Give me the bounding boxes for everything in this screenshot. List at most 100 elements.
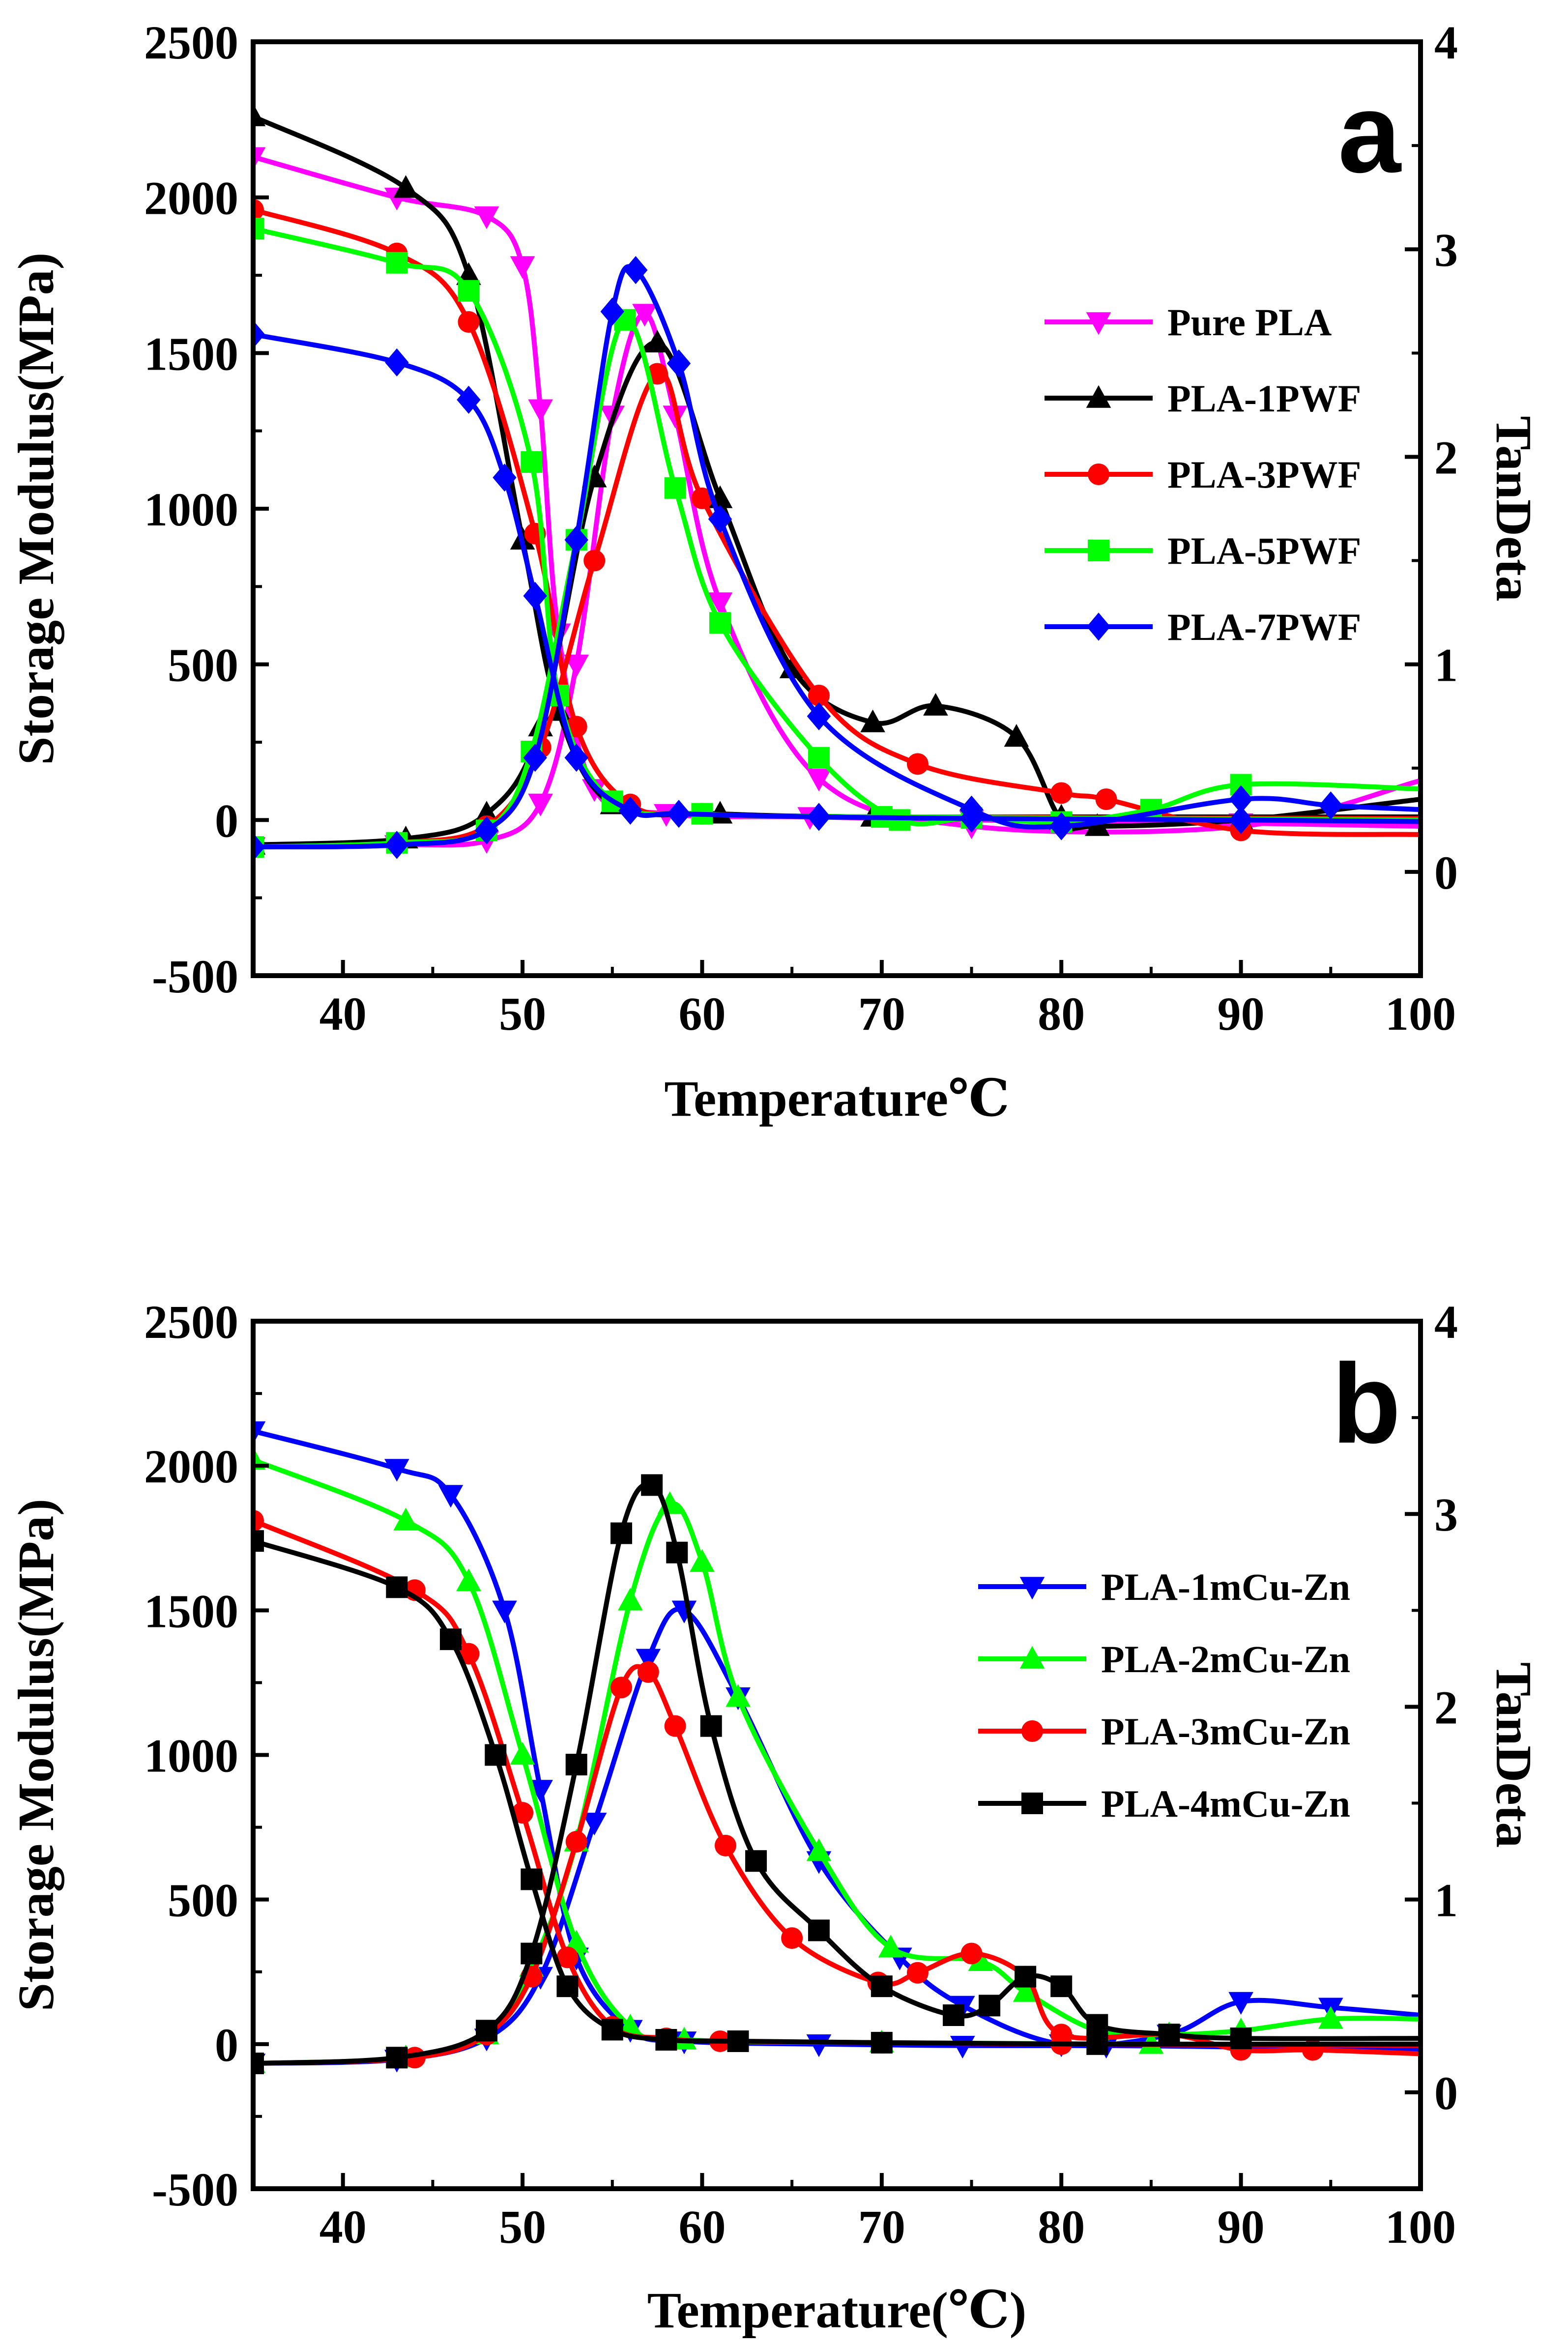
data-point-pla-4mcu-zn-tan-delta <box>253 2053 264 2075</box>
legend-marker <box>1019 1577 1045 1600</box>
y-left-tick-label: 2500 <box>144 16 238 69</box>
y-left-tick-label: 0 <box>215 794 238 847</box>
data-point-pla-3pwf-tan-delta <box>1050 782 1073 804</box>
data-point-pla-2mcu-zn-tan-delta <box>618 1588 643 1611</box>
data-point-pure-pla-storage-modulus <box>253 147 266 170</box>
legend-marker <box>1021 1793 1043 1814</box>
data-point-pla-3pwf-tan-delta <box>1095 788 1117 811</box>
data-point-pla-5pwf-storage-modulus <box>458 280 480 302</box>
data-point-pla-4mcu-zn-tan-delta <box>1086 2014 1108 2036</box>
x-tick-label: 70 <box>858 2201 905 2253</box>
y-left-tick-label: 1000 <box>144 1730 238 1782</box>
y-right-tick-label: 3 <box>1434 224 1458 276</box>
data-point-pla-3mcu-zn-tan-delta <box>960 1942 983 1965</box>
data-point-pla-4mcu-zn-tan-delta <box>1050 1975 1073 1998</box>
y-right-tick-label: 1 <box>1434 1874 1458 1927</box>
data-point-pla-1mcu-zn-storage-modulus <box>438 1485 464 1508</box>
x-tick-label: 40 <box>319 987 367 1040</box>
data-point-pla-4mcu-zn-storage-modulus <box>871 2031 893 2054</box>
data-point-pla-4mcu-zn-tan-delta <box>565 1754 587 1776</box>
data-point-pla-1pwf-tan-delta <box>923 693 948 716</box>
x-tick-label: 70 <box>858 987 905 1040</box>
data-point-pla-7pwf-tan-delta <box>523 744 547 772</box>
y-left-tick-label: 500 <box>168 1874 238 1927</box>
data-point-pla-2mcu-zn-storage-modulus <box>456 1568 481 1592</box>
data-point-pla-7pwf-storage-modulus <box>253 320 265 348</box>
data-point-pla-5pwf-storage-modulus <box>386 252 408 274</box>
data-point-pure-pla-tan-delta <box>707 592 733 615</box>
legend-marker <box>1086 312 1111 335</box>
data-point-pla-4mcu-zn-tan-delta <box>1158 2024 1180 2046</box>
data-point-pla-2mcu-zn-storage-modulus <box>510 1742 535 1765</box>
data-point-pla-1mcu-zn-tan-delta <box>581 1812 607 1836</box>
data-point-pla-5pwf-storage-modulus <box>521 451 543 473</box>
data-point-pla-5pwf-tan-delta <box>709 612 731 634</box>
data-point-pla-2mcu-zn-storage-modulus <box>618 2014 643 2037</box>
data-point-pla-4mcu-zn-tan-delta <box>641 1474 663 1496</box>
data-point-pla-1mcu-zn-tan-delta <box>1228 1992 1253 2015</box>
data-point-pla-7pwf-tan-delta <box>253 833 265 861</box>
legend-entry-label: PLA-2mCu-Zn <box>1101 1638 1350 1680</box>
y-right-tick-label: 0 <box>1434 846 1458 899</box>
data-point-pla-7pwf-storage-modulus <box>493 463 517 492</box>
y-right-axis-title: TanDeta <box>1485 1662 1542 1848</box>
data-point-pla-7pwf-tan-delta <box>564 525 588 554</box>
data-point-pla-2mcu-zn-storage-modulus <box>393 1507 418 1531</box>
data-point-pla-4mcu-zn-tan-delta <box>521 1942 543 1965</box>
data-point-pla-7pwf-tan-delta <box>959 795 984 824</box>
legend: Pure PLA PLA-1PWF PLA-3PWF PLA-5PWF PLA-7PWF <box>1045 301 1361 648</box>
plot-area <box>253 103 1421 861</box>
legend-entry-label: PLA-7PWF <box>1167 606 1361 648</box>
data-point-pla-2mcu-zn-tan-delta <box>1013 1979 1038 2002</box>
x-tick-label: 60 <box>678 987 726 1040</box>
data-point-pla-4mcu-zn-tan-delta <box>666 1541 688 1564</box>
data-point-pla-3mcu-zn-tan-delta <box>1050 2024 1073 2046</box>
data-point-pla-1mcu-zn-storage-modulus <box>492 1600 517 1623</box>
data-point-pla-3mcu-zn-storage-modulus <box>253 1509 264 1532</box>
y-left-tick-label: 1500 <box>144 327 238 380</box>
legend-entry-label: PLA-4mCu-Zn <box>1101 1782 1350 1825</box>
data-point-pla-4mcu-zn-storage-modulus <box>1086 2033 1108 2055</box>
legend-marker <box>1088 540 1109 561</box>
data-point-pla-3mcu-zn-storage-modulus <box>512 1802 534 1824</box>
data-point-pla-4mcu-zn-storage-modulus <box>727 2030 749 2052</box>
data-point-pla-1mcu-zn-tan-delta <box>671 1600 697 1623</box>
x-tick-label: 100 <box>1385 2201 1456 2253</box>
data-point-pla-1pwf-tan-delta <box>1004 724 1029 747</box>
y-right-tick-label: 0 <box>1434 2067 1458 2119</box>
legend-marker <box>1021 1720 1043 1742</box>
data-point-pla-4mcu-zn-tan-delta <box>979 1995 1001 2017</box>
data-point-pla-1pwf-tan-delta <box>644 329 670 353</box>
y-left-tick-label: 2500 <box>144 1296 238 1348</box>
series-line-pla-5pwf-tan-delta <box>253 317 1421 850</box>
data-point-pla-2mcu-zn-tan-delta <box>878 1935 903 1958</box>
y-left-tick-label: 500 <box>168 639 238 692</box>
y-right-tick-label: 1 <box>1434 639 1458 692</box>
data-point-pla-4mcu-zn-storage-modulus <box>386 1576 408 1598</box>
data-point-pure-pla-storage-modulus <box>528 399 553 422</box>
data-point-pla-1pwf-storage-modulus <box>393 175 418 198</box>
data-point-pla-3mcu-zn-tan-delta <box>906 1962 929 1984</box>
y-left-axis-title: Storage Modulus(MPa) <box>8 1499 64 2011</box>
y-right-tick-label: 2 <box>1434 431 1458 484</box>
legend-entry-label: PLA-3PWF <box>1167 453 1361 496</box>
y-right-tick-label: 2 <box>1434 1681 1458 1734</box>
data-point-pla-4mcu-zn-tan-delta <box>386 2047 408 2069</box>
y-left-tick-label: -500 <box>152 950 238 1003</box>
data-point-pla-1mcu-zn-tan-delta <box>636 1649 661 1672</box>
y-right-tick-label: 3 <box>1434 1488 1458 1541</box>
data-point-pla-7pwf-tan-delta <box>1049 812 1074 840</box>
chart-panel-a: 40 50 60 70 80 90 100 -500 0 500 1000 1500 2000 2500 0… <box>8 16 1542 1127</box>
data-point-pla-1mcu-zn-storage-modulus <box>528 1780 553 1803</box>
data-point-pla-4mcu-zn-storage-modulus <box>521 1868 543 1890</box>
data-point-pla-4mcu-zn-storage-modulus <box>485 1744 507 1766</box>
data-point-pla-3pwf-storage-modulus <box>253 199 264 221</box>
series-line-pla-7pwf-tan-delta <box>253 264 1421 850</box>
legend-entry-label: PLA-1mCu-Zn <box>1101 1565 1350 1608</box>
data-point-pla-4mcu-zn-storage-modulus <box>601 2019 623 2041</box>
data-point-pla-4mcu-zn-tan-delta <box>745 1850 767 1872</box>
data-point-pla-3mcu-zn-tan-delta <box>664 1715 686 1737</box>
data-point-pla-3pwf-storage-modulus <box>458 311 480 333</box>
legend-entry-label: PLA-5PWF <box>1167 529 1361 572</box>
y-left-tick-label: 2000 <box>144 172 238 225</box>
